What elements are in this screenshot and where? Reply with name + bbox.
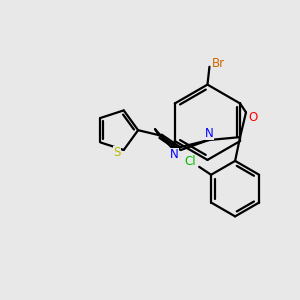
Text: Br: Br — [212, 57, 225, 70]
Text: N: N — [205, 127, 214, 140]
Text: S: S — [113, 146, 121, 159]
Text: Cl: Cl — [184, 155, 196, 168]
Text: O: O — [248, 111, 258, 124]
Text: N: N — [169, 148, 178, 161]
